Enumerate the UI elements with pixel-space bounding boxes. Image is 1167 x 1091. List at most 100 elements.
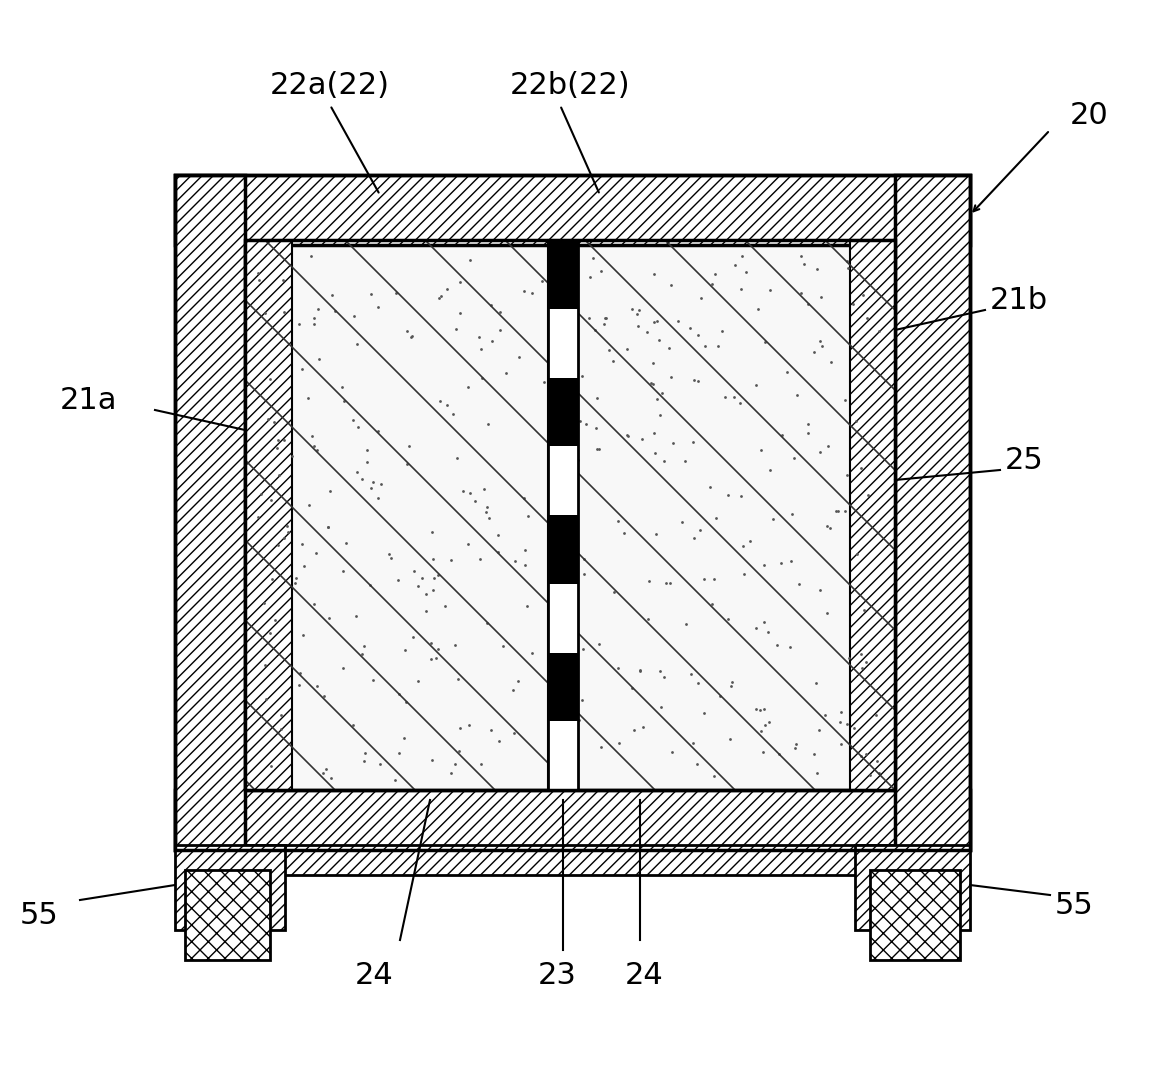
Point (867, 706, 886, 723)
Point (278, 517, 296, 535)
Point (473, 370, 491, 387)
Point (831, 714, 850, 731)
Point (478, 415, 497, 432)
Point (826, 502, 845, 519)
Point (305, 596, 323, 613)
Point (798, 424, 817, 442)
Point (523, 285, 541, 302)
Point (260, 624, 279, 642)
Point (256, 657, 274, 674)
Point (770, 745, 789, 763)
Point (783, 505, 802, 523)
Point (387, 285, 406, 302)
Point (859, 487, 878, 504)
Point (656, 574, 675, 591)
Point (326, 302, 344, 320)
Point (347, 608, 365, 625)
Point (558, 764, 576, 781)
Point (431, 393, 449, 410)
Point (645, 313, 664, 331)
Point (567, 699, 586, 717)
Point (489, 543, 508, 561)
Point (869, 323, 888, 340)
Point (791, 247, 810, 264)
Point (315, 687, 334, 705)
Point (682, 664, 700, 682)
Point (300, 496, 319, 514)
Point (261, 491, 280, 508)
Point (348, 463, 366, 480)
Point (573, 640, 592, 658)
Text: 25: 25 (1005, 445, 1043, 475)
Point (747, 700, 766, 718)
Point (579, 309, 598, 326)
Point (569, 711, 588, 729)
Point (425, 568, 443, 586)
Point (711, 687, 729, 705)
Point (271, 706, 289, 723)
Point (309, 350, 328, 368)
Point (734, 537, 753, 554)
Point (302, 427, 321, 444)
Point (643, 375, 662, 393)
Point (442, 764, 461, 781)
Point (274, 431, 293, 448)
Point (831, 735, 850, 753)
Point (822, 519, 840, 537)
Point (852, 459, 871, 477)
Point (630, 301, 649, 319)
Point (307, 676, 326, 694)
Point (259, 410, 278, 428)
Point (470, 328, 489, 346)
Point (652, 698, 671, 716)
Point (644, 265, 663, 283)
Point (731, 394, 749, 411)
Point (587, 440, 606, 457)
Point (811, 580, 830, 598)
Point (782, 552, 801, 570)
Point (515, 490, 533, 507)
Point (623, 680, 642, 697)
Point (443, 406, 462, 423)
Point (844, 295, 862, 312)
Point (475, 480, 494, 497)
Point (293, 360, 312, 377)
Point (642, 374, 661, 392)
Point (428, 566, 447, 584)
Point (634, 718, 652, 735)
Point (586, 420, 605, 437)
Text: 24: 24 (355, 960, 393, 990)
Point (424, 551, 442, 568)
Point (431, 287, 449, 304)
Point (509, 672, 527, 690)
Point (268, 537, 287, 554)
Point (644, 424, 663, 442)
Bar (548, 377, 578, 446)
Point (362, 286, 380, 303)
Point (422, 752, 441, 769)
Point (287, 568, 306, 586)
Point (473, 340, 491, 358)
Point (576, 416, 595, 433)
Point (662, 369, 680, 386)
Point (562, 303, 581, 321)
Point (450, 304, 469, 322)
Point (369, 490, 387, 507)
Point (684, 734, 703, 752)
Point (482, 722, 501, 740)
Point (676, 452, 694, 469)
Point (422, 634, 441, 651)
Point (851, 646, 869, 663)
Bar (245, 240, 895, 790)
Point (488, 526, 506, 543)
Bar (548, 240, 578, 790)
Point (696, 570, 714, 587)
Point (408, 577, 427, 595)
Point (755, 613, 774, 631)
Point (307, 441, 326, 458)
Point (438, 279, 456, 297)
Point (357, 441, 376, 458)
Point (490, 322, 509, 339)
Point (651, 407, 670, 424)
Point (804, 745, 823, 763)
